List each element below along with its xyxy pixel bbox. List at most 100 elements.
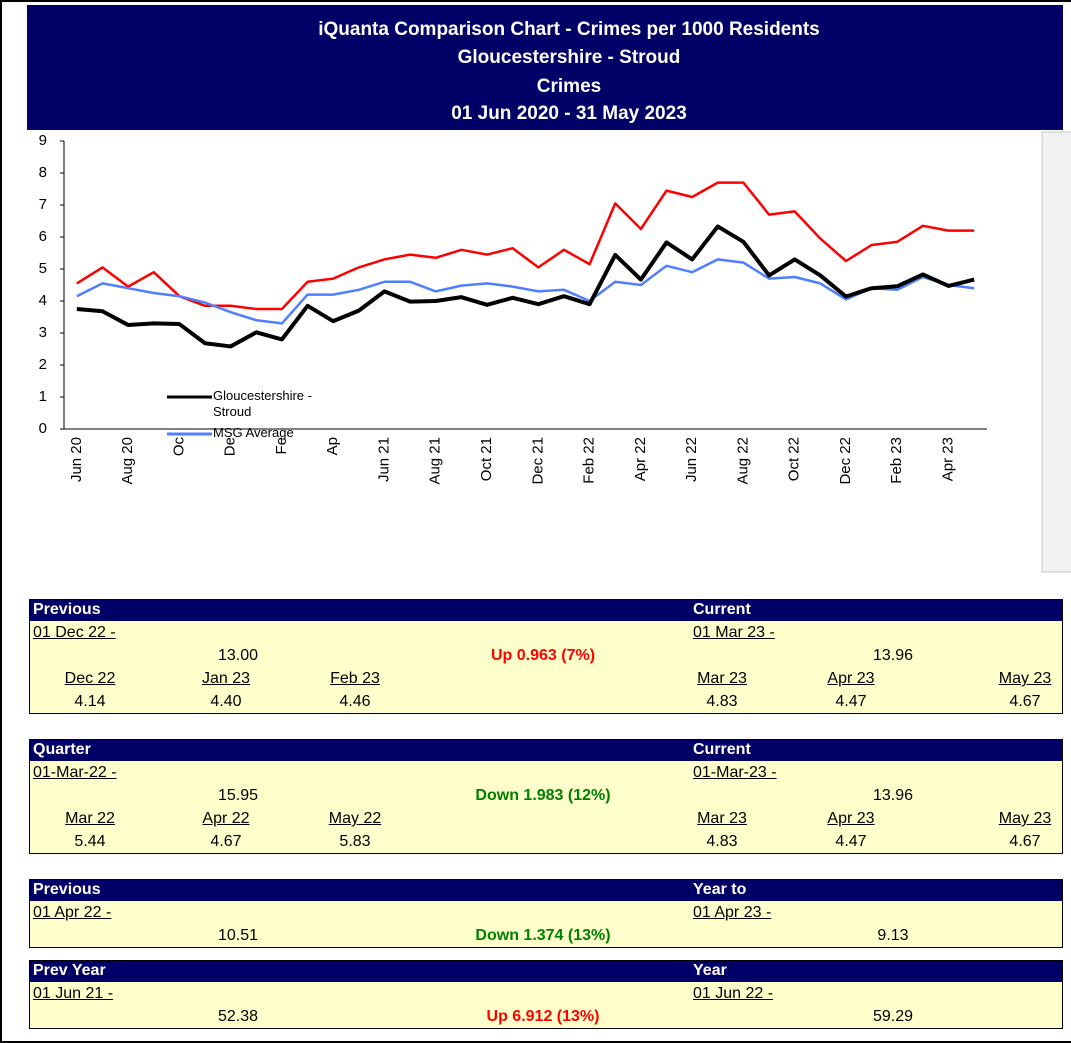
x-tick-label: Aug 20: [119, 437, 136, 485]
month-label: Mar 22: [65, 810, 115, 827]
x-tick-label: Aug 22: [734, 437, 751, 485]
change: Down 1.983 (12%): [475, 787, 611, 804]
period-start: 01 Apr 22 -: [33, 904, 112, 921]
change: Up 6.912 (13%): [486, 1008, 600, 1025]
period-start: 01-Mar-23 -: [693, 764, 777, 781]
x-tick-label: Feb 22: [581, 437, 598, 484]
chart-subtitle: 01 Jun 2020 - 31 May 2023: [451, 103, 687, 124]
month-value: 4.40: [210, 693, 242, 710]
month-label: Dec 22: [64, 670, 116, 687]
panel-header: Previous Current: [30, 600, 1062, 621]
y-tick-label: 2: [39, 356, 47, 373]
summary-panel: Previous Current 01 Dec 22 - 01 Mar 23 - 13.…: [29, 599, 1063, 714]
chart-title: iQuanta Comparison Chart - Crimes per 10…: [318, 19, 820, 40]
chart-subtitle: Gloucestershire - Stroud: [458, 47, 681, 68]
period-start: 01 Mar 23 -: [693, 624, 775, 641]
panel-header: Quarter Current: [30, 740, 1062, 761]
month-label: Mar 23: [697, 670, 747, 687]
month-value: 4.14: [74, 693, 106, 710]
month-label: May 23: [998, 810, 1052, 827]
side-panel: [1041, 131, 1071, 573]
x-tick-label: Dec 21: [529, 437, 546, 485]
y-tick-label: 6: [39, 228, 47, 245]
month-label: Apr 23: [827, 810, 875, 827]
line-series: [76, 258, 975, 325]
month-label: Mar 23: [697, 810, 747, 827]
summary-panel: Quarter Current 01-Mar-22 - 01-Mar-23 - 15.9…: [29, 739, 1063, 854]
change: Up 0.963 (7%): [490, 647, 596, 664]
x-tick-label: Apr 23: [940, 437, 957, 481]
month-label: Apr 22: [202, 810, 250, 827]
y-tick-label: 1: [39, 388, 47, 405]
month-value: 4.46: [339, 693, 371, 710]
total: 13.96: [872, 647, 914, 664]
x-tick-label: Oct 22: [786, 437, 803, 481]
x-tick-label: Oc: [170, 437, 187, 457]
total: 10.51: [217, 927, 259, 944]
legend-label: MSG Average: [213, 425, 294, 440]
panel-header: Previous Year to: [30, 880, 1062, 901]
y-tick-label: 4: [39, 292, 47, 309]
line-series: [76, 224, 975, 349]
x-tick-label: De: [222, 437, 239, 456]
x-tick-label: Ap: [324, 437, 341, 455]
month-value: 4.47: [835, 833, 867, 850]
line-series: [76, 181, 975, 311]
x-tick-label: Fe: [273, 437, 290, 455]
total: 52.38: [217, 1008, 259, 1025]
month-value: 4.83: [706, 833, 738, 850]
header-label: Previous: [33, 601, 101, 618]
month-value: 5.44: [74, 833, 106, 850]
x-tick-label: Jun 20: [68, 437, 85, 482]
month-label: Jan 23: [201, 670, 251, 687]
month-label: Apr 23: [827, 670, 875, 687]
month-label: Feb 23: [330, 670, 380, 687]
y-tick-label: 5: [39, 260, 47, 277]
month-value: 4.47: [835, 693, 867, 710]
x-tick-label: Feb 23: [888, 437, 905, 484]
x-tick-label: Aug 21: [427, 437, 444, 485]
title-band: [27, 5, 1063, 130]
header-label: Prev Year: [33, 962, 106, 979]
period-start: 01 Dec 22 -: [33, 624, 116, 641]
header-label: Quarter: [33, 741, 91, 758]
x-tick-label: Apr 22: [632, 437, 649, 481]
month-value: 4.67: [1009, 693, 1041, 710]
x-tick-label: Jun 21: [375, 437, 392, 482]
y-tick-label: 9: [39, 132, 47, 149]
total: 13.00: [217, 647, 259, 664]
y-tick-label: 7: [39, 196, 47, 213]
header-label: Year: [693, 962, 727, 979]
x-tick-label: Dec 22: [837, 437, 854, 485]
period-start: 01 Jun 21 -: [33, 985, 114, 1002]
x-tick-label: Oct 21: [478, 437, 495, 481]
header-label: Year to: [693, 881, 747, 898]
month-value: 4.67: [210, 833, 242, 850]
month-value: 5.83: [339, 833, 371, 850]
header-label: Previous: [33, 881, 101, 898]
total: 9.13: [877, 927, 909, 944]
chart-subtitle: Crimes: [537, 76, 601, 97]
legend-label: Gloucestershire - Stroud: [213, 388, 312, 419]
total: 59.29: [872, 1008, 914, 1025]
y-tick-label: 3: [39, 324, 47, 341]
month-label: May 22: [328, 810, 382, 827]
month-value: 4.67: [1009, 833, 1041, 850]
panel-header: Prev Year Year: [30, 961, 1062, 982]
y-tick-label: 0: [39, 420, 47, 437]
header-label: Current: [693, 601, 751, 618]
header-label: Current: [693, 741, 751, 758]
total: 15.95: [217, 787, 259, 804]
month-label: May 23: [998, 670, 1052, 687]
total: 13.96: [872, 787, 914, 804]
period-start: 01 Jun 22 -: [693, 985, 774, 1002]
month-value: 4.83: [706, 693, 738, 710]
change: Down 1.374 (13%): [475, 927, 611, 944]
x-tick-label: Jun 22: [683, 437, 700, 482]
summary-panel: Previous Year to 01 Apr 22 - 01 Apr 23 - 10.…: [29, 879, 1063, 948]
period-start: 01-Mar-22 -: [33, 764, 117, 781]
summary-panel: Prev Year Year 01 Jun 21 - 01 Jun 22 - 52.38…: [29, 960, 1063, 1029]
y-tick-label: 8: [39, 164, 47, 181]
